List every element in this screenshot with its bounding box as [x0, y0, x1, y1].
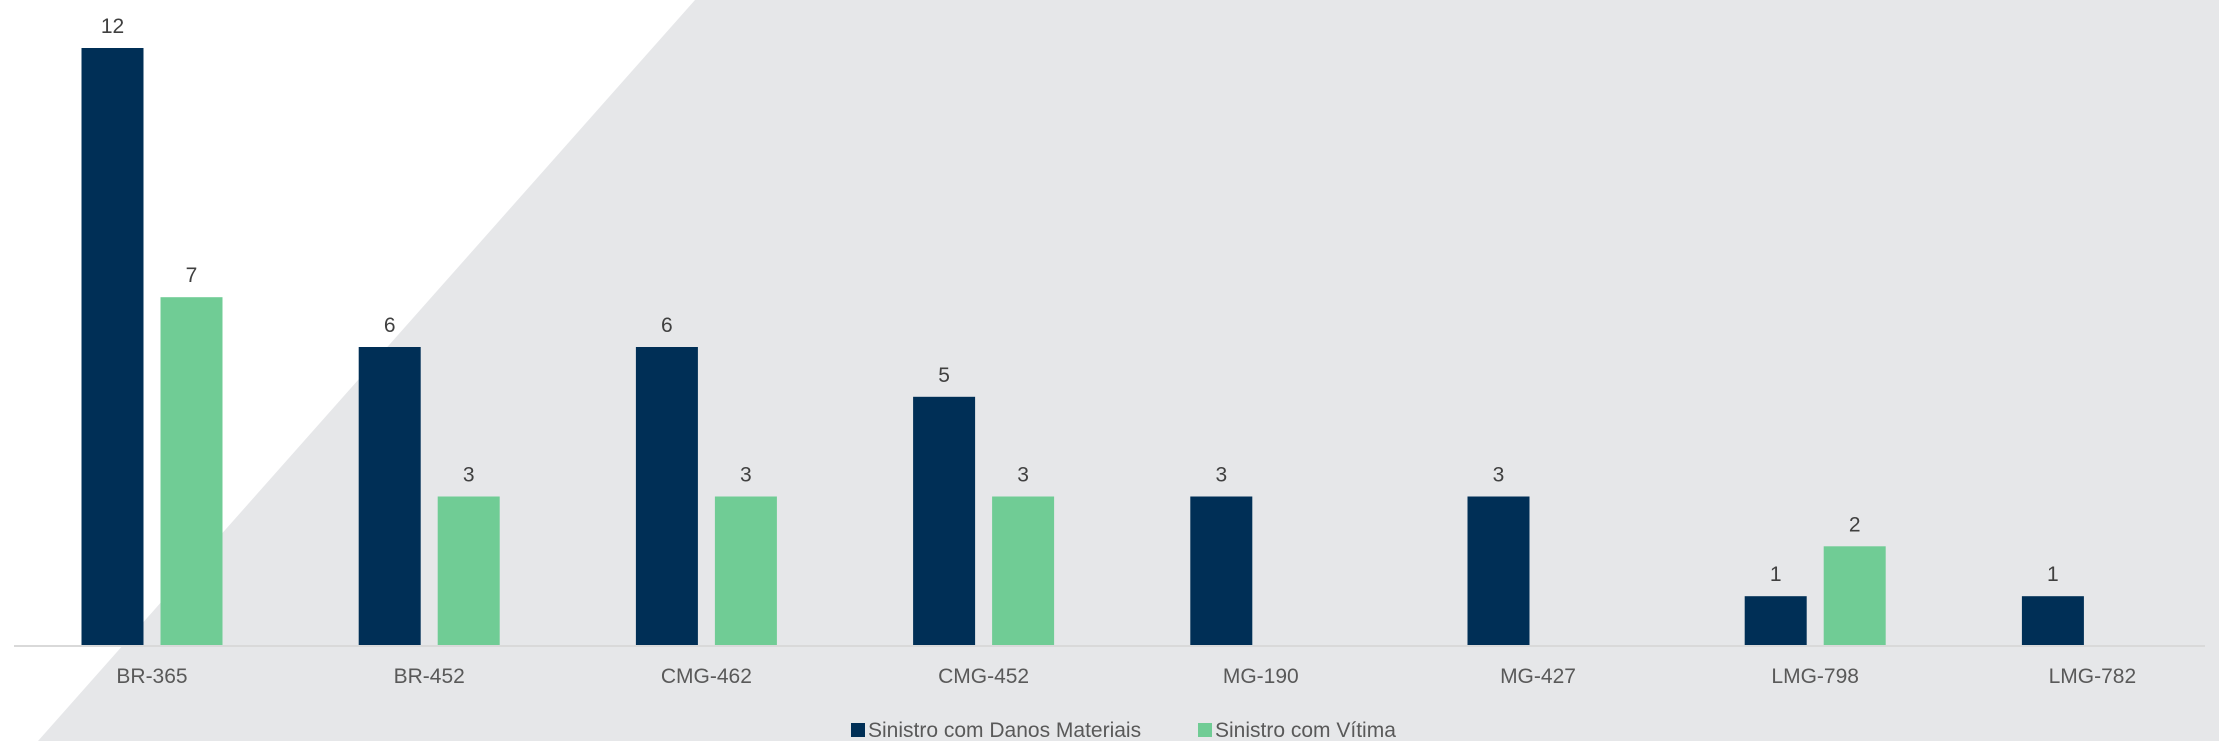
x-tick-labels-group: BR-365 BR-452 CMG-462 CMG-452 MG-190 MG-427 LM…	[116, 665, 2136, 688]
x-tick-label: LMG-798	[1771, 665, 1859, 688]
x-tick-label: BR-452	[394, 665, 465, 688]
bar-BR-452-series-1	[358, 347, 421, 646]
bars-group	[81, 48, 2084, 646]
legend-swatch-series-2	[1198, 723, 1212, 737]
bar-LMG-782-series-1	[2021, 596, 2084, 646]
x-tick-label: CMG-462	[661, 665, 752, 688]
x-tick-label: MG-190	[1223, 665, 1299, 688]
legend-label-series-2: Sinistro com Vítima	[1215, 719, 1396, 741]
x-tick-label: BR-365	[116, 665, 187, 688]
x-tick-label: MG-427	[1500, 665, 1576, 688]
data-label-BR-452-series-2: 3	[463, 464, 475, 487]
bar-CMG-462-series-2	[714, 496, 777, 646]
bar-MG-190-series-1	[1190, 496, 1253, 646]
data-label-CMG-462-series-1: 6	[661, 314, 673, 337]
data-label-CMG-452-series-1: 5	[938, 364, 950, 387]
bar-MG-427-series-1	[1467, 496, 1530, 646]
data-label-BR-452-series-1: 6	[384, 314, 396, 337]
x-tick-label: CMG-452	[938, 665, 1029, 688]
x-tick-label: LMG-782	[2049, 665, 2137, 688]
bar-CMG-452-series-1	[913, 396, 976, 646]
bar-CMG-462-series-1	[635, 347, 698, 646]
bar-BR-365-series-2	[160, 297, 223, 646]
data-label-LMG-782-series-1: 1	[2047, 563, 2059, 586]
data-label-LMG-798-series-1: 1	[1770, 563, 1782, 586]
legend: Sinistro com Danos Materiais Sinistro com…	[851, 719, 1396, 741]
legend-swatch-series-1	[851, 723, 865, 737]
data-label-CMG-462-series-2: 3	[740, 464, 752, 487]
backdrop-shape	[38, 0, 2219, 741]
data-label-LMG-798-series-2: 2	[1849, 513, 1861, 536]
legend-label-series-1: Sinistro com Danos Materiais	[868, 719, 1141, 741]
data-label-CMG-452-series-2: 3	[1017, 464, 1029, 487]
bar-BR-365-series-1	[81, 48, 144, 646]
data-label-BR-365-series-1: 12	[101, 15, 124, 38]
bar-BR-452-series-2	[437, 496, 500, 646]
bar-LMG-798-series-2	[1823, 546, 1886, 646]
data-label-MG-190-series-1: 3	[1215, 464, 1227, 487]
bar-CMG-452-series-2	[992, 496, 1055, 646]
data-label-BR-365-series-2: 7	[186, 264, 198, 287]
bar-LMG-798-series-1	[1744, 596, 1807, 646]
data-label-MG-427-series-1: 3	[1493, 464, 1505, 487]
